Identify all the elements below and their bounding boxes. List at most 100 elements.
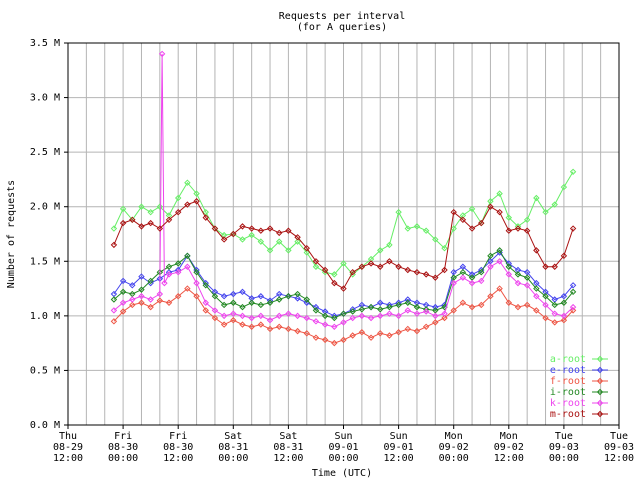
data-point <box>542 208 549 216</box>
data-point <box>138 299 145 306</box>
data-point <box>321 336 329 344</box>
data-point <box>487 252 494 260</box>
data-point <box>285 247 292 254</box>
data-point <box>413 268 421 276</box>
data-point <box>110 290 118 298</box>
data-point <box>230 299 237 306</box>
data-point <box>294 290 301 298</box>
data-point <box>294 312 301 320</box>
data-point <box>129 301 136 309</box>
data-point <box>110 296 118 303</box>
series-layer <box>110 50 577 347</box>
data-point <box>138 203 145 210</box>
data-point <box>312 258 320 265</box>
data-point <box>496 285 503 292</box>
data-point <box>386 258 393 265</box>
data-point <box>303 314 310 322</box>
data-point <box>156 203 164 210</box>
data-point <box>358 263 366 270</box>
data-point <box>312 263 320 270</box>
data-point <box>441 310 448 317</box>
data-point <box>248 314 255 322</box>
data-point <box>349 308 356 315</box>
data-point <box>294 238 301 245</box>
y-tick-label: 3.5 M <box>30 38 60 49</box>
data-point <box>459 268 467 276</box>
data-point <box>294 234 301 241</box>
data-point <box>358 329 366 336</box>
data-point <box>174 266 182 274</box>
data-point <box>569 168 577 175</box>
data-point <box>551 296 558 303</box>
data-point <box>533 307 540 314</box>
data-point <box>119 219 127 227</box>
data-point <box>432 236 439 243</box>
data-point <box>349 306 356 313</box>
data-point <box>468 303 476 311</box>
data-point <box>533 247 540 254</box>
data-point <box>193 268 200 276</box>
series-line <box>113 171 574 276</box>
data-point <box>312 307 320 314</box>
data-point <box>110 307 118 314</box>
data-point <box>514 303 522 311</box>
data-point <box>560 252 568 260</box>
data-point <box>174 260 182 267</box>
data-point <box>459 263 467 270</box>
data-point <box>395 299 402 306</box>
data-point <box>487 263 494 270</box>
data-point <box>147 303 154 311</box>
data-point <box>211 225 219 232</box>
data-point <box>459 274 467 281</box>
data-point <box>496 190 503 197</box>
data-point <box>129 296 136 303</box>
data-point <box>193 190 200 197</box>
y-tick-label: 2.0 M <box>30 202 60 213</box>
data-point <box>202 307 209 314</box>
legend-label: k-root <box>550 398 586 409</box>
data-point <box>514 266 522 274</box>
x-tick-label: Mon 09-02 00:00 <box>439 431 469 464</box>
data-point <box>257 293 265 300</box>
data-point <box>441 266 448 274</box>
data-point <box>468 274 476 281</box>
data-point <box>560 299 568 306</box>
data-point <box>386 301 393 309</box>
data-point <box>158 50 166 58</box>
data-point <box>395 263 402 270</box>
data-point <box>560 183 568 191</box>
data-point <box>202 208 209 216</box>
data-point <box>533 293 540 300</box>
data-point <box>349 314 356 322</box>
data-point <box>487 198 494 205</box>
data-point <box>165 268 173 276</box>
data-point <box>184 263 191 270</box>
data-point <box>340 310 347 317</box>
data-point <box>569 225 577 232</box>
data-point <box>276 296 283 303</box>
data-point <box>523 282 531 289</box>
legend-swatch-marker <box>596 366 604 374</box>
data-point <box>450 307 457 314</box>
data-point <box>239 321 246 328</box>
data-point <box>239 236 246 243</box>
data-point <box>349 332 356 339</box>
data-point <box>156 225 164 232</box>
data-point <box>468 279 476 287</box>
data-point <box>377 263 384 270</box>
data-point <box>413 223 421 230</box>
data-point <box>367 334 375 341</box>
data-point <box>202 214 209 221</box>
data-point <box>377 330 384 337</box>
data-point <box>184 201 191 208</box>
data-point <box>386 332 393 339</box>
data-point <box>220 301 228 309</box>
data-point <box>413 310 421 317</box>
data-point <box>248 299 255 306</box>
data-point <box>174 293 182 300</box>
data-point <box>542 301 549 309</box>
data-point <box>257 301 265 309</box>
x-tick-label: Tue 09-03 00:00 <box>549 431 579 464</box>
data-point <box>312 334 320 341</box>
